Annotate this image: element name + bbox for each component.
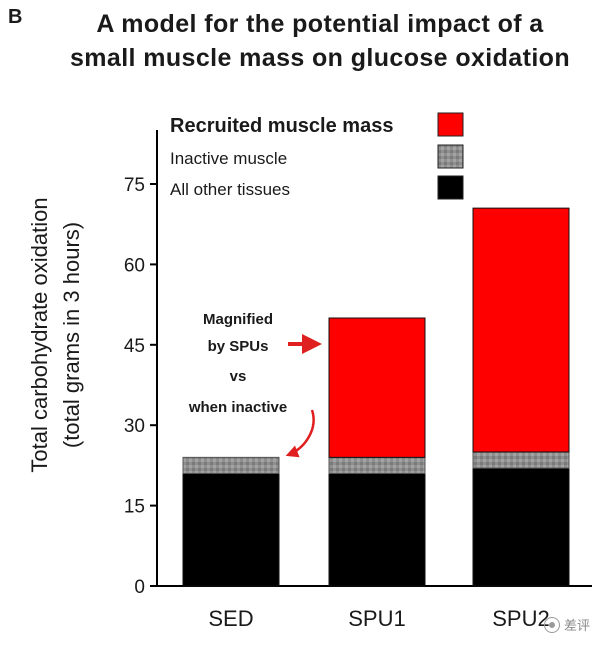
watermark-logo-icon [543,616,560,633]
y-tick-label: 0 [134,577,145,598]
legend-swatch [437,112,464,137]
legend-swatch [437,144,464,169]
y-tick-label: 15 [124,497,145,518]
bar-segment-inactive-muscle [472,451,570,469]
x-category-label: SPU2 [492,606,549,631]
legend-swatch [437,175,464,200]
chart-title-line2: small muscle mass on glucose oxidation [69,44,571,72]
x-category-label: SED [208,606,253,631]
x-category-label: SPU1 [348,606,405,631]
legend-label: All other tissues [170,180,290,199]
panel-letter: B [8,6,23,28]
annotation-text: Magnified [203,311,273,328]
y-tick-label: 45 [124,336,145,357]
bar-segment-other-tissues [472,467,570,587]
y-tick-label: 30 [124,416,145,437]
bar-segment-inactive-muscle [328,456,426,474]
annotation-text: vs [230,368,247,385]
legend-label: Inactive muscle [170,149,287,168]
legend-label: Recruited muscle mass [170,115,393,137]
annotation-text: when inactive [188,399,287,416]
bar-segment-recruited-muscle [328,317,426,458]
chart-title-line1: A model for the potential impact of a [96,10,544,38]
bar-segment-inactive-muscle [182,456,280,474]
y-axis-label-line1: Total carbohydrate oxidation [27,197,52,472]
annotation-text: by SPUs [208,338,269,355]
y-axis-label-line2: (total grams in 3 hours) [59,222,84,448]
bar-segment-recruited-muscle [472,207,570,453]
y-tick-label: 75 [124,175,145,196]
watermark: 差评 [543,615,590,634]
watermark-text: 差评 [563,618,590,633]
bar-segment-other-tissues [182,472,280,587]
y-tick-label: 60 [124,255,145,276]
bar-segment-other-tissues [328,472,426,587]
annotation-arrow-to-sed [285,409,315,458]
